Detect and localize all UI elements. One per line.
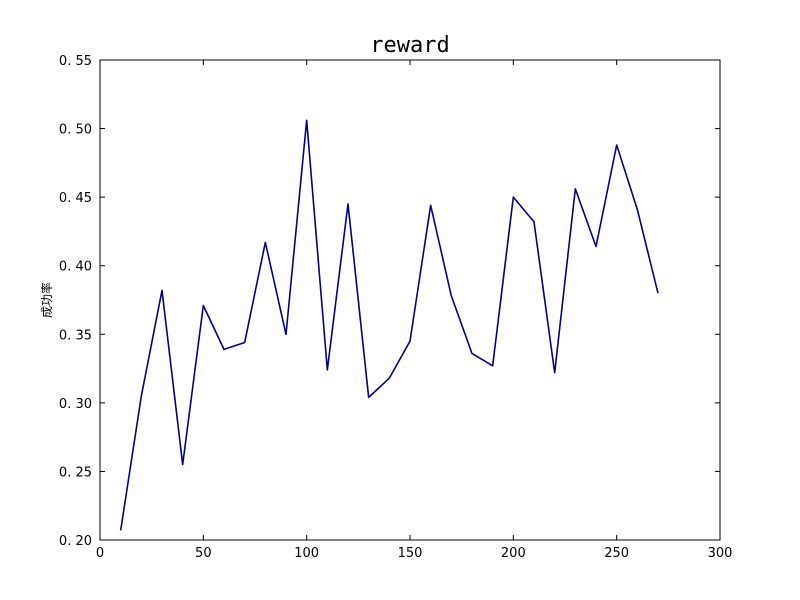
data-point — [615, 143, 618, 146]
data-point — [512, 196, 515, 199]
data-point — [388, 377, 391, 380]
x-tick-label: 200 — [501, 546, 526, 561]
chart-title: reward — [370, 33, 449, 58]
data-point — [532, 220, 535, 223]
data-point — [408, 340, 411, 343]
series-line-1 — [119, 119, 659, 531]
x-tick-label: 0 — [96, 546, 104, 561]
data-point — [160, 289, 163, 292]
plot-area: 0 50 100 150 200 250 300 0. 20 0. 25 0. 30 0. 35 0.… — [59, 54, 732, 561]
data-point — [119, 529, 122, 532]
x-tick-label: 50 — [195, 546, 212, 561]
data-point — [305, 119, 308, 122]
x-tick-label: 250 — [604, 546, 629, 561]
data-point — [264, 241, 267, 244]
data-point — [470, 352, 473, 355]
y-tick-label: 0. 40 — [59, 260, 92, 275]
y-axis-label-group: 成功率 — [39, 282, 54, 318]
data-point — [202, 304, 205, 307]
y-tick-label: 0. 20 — [59, 534, 92, 549]
data-point — [140, 394, 143, 397]
y-tick-label: 0. 50 — [59, 123, 92, 138]
y-tick-label: 0. 55 — [59, 54, 92, 69]
data-point — [326, 368, 329, 371]
x-tick-label: 100 — [294, 546, 319, 561]
y-tick-label: 0. 45 — [59, 191, 92, 206]
data-point — [491, 364, 494, 367]
y-tick-label: 0. 35 — [59, 328, 92, 343]
data-point — [243, 341, 246, 344]
data-point — [636, 208, 639, 211]
data-point — [429, 204, 432, 207]
y-tick-label: 0. 25 — [59, 465, 92, 480]
data-point — [181, 463, 184, 466]
y-tick-label: 0. 30 — [59, 397, 92, 412]
data-point — [367, 396, 370, 399]
x-tick-label: 150 — [398, 546, 423, 561]
data-point — [222, 348, 225, 351]
data-point — [553, 371, 556, 374]
data-point — [346, 202, 349, 205]
data-point — [284, 333, 287, 336]
data-point — [594, 245, 597, 248]
data-point — [656, 292, 659, 295]
data-point — [450, 294, 453, 297]
y-axis-label: 成功率 — [39, 282, 54, 318]
x-tick-label: 300 — [708, 546, 733, 561]
data-point — [574, 187, 577, 190]
